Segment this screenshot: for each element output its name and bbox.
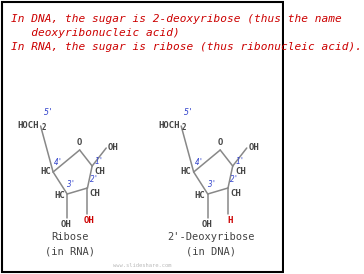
Text: In DNA, the sugar is 2-deoxyribose (thus the name: In DNA, the sugar is 2-deoxyribose (thus…	[11, 14, 342, 24]
Text: 2'-Deoxyribose
(in DNA): 2'-Deoxyribose (in DNA)	[167, 232, 254, 256]
Text: In RNA, the sugar is ribose (thus ribonucleic acid).: In RNA, the sugar is ribose (thus ribonu…	[11, 42, 362, 52]
Text: 1': 1'	[95, 157, 104, 166]
Text: CH: CH	[95, 167, 105, 176]
Text: 5': 5'	[184, 108, 194, 117]
Text: 1': 1'	[235, 157, 244, 166]
Text: www.slideshare.com: www.slideshare.com	[113, 263, 171, 268]
Text: 4': 4'	[194, 158, 204, 167]
Text: HC: HC	[54, 192, 65, 201]
Text: CH: CH	[230, 189, 241, 198]
Text: 5': 5'	[44, 108, 54, 117]
Text: HOCH: HOCH	[158, 121, 179, 130]
Text: O: O	[218, 138, 223, 147]
Text: HC: HC	[195, 192, 205, 201]
Text: OH: OH	[61, 220, 72, 229]
Text: 2': 2'	[230, 175, 240, 184]
Text: 3': 3'	[66, 180, 76, 189]
Text: OH: OH	[108, 142, 119, 152]
Text: HC: HC	[40, 167, 51, 176]
Text: deoxyribonucleic acid): deoxyribonucleic acid)	[11, 28, 180, 38]
Text: 2': 2'	[90, 175, 99, 184]
Text: HOCH: HOCH	[17, 121, 39, 130]
Text: O: O	[77, 138, 82, 147]
Text: HC: HC	[181, 167, 191, 176]
Text: 2: 2	[182, 124, 187, 133]
Text: CH: CH	[90, 189, 100, 198]
Text: 4': 4'	[54, 158, 63, 167]
Text: OH: OH	[202, 220, 212, 229]
Text: 3': 3'	[207, 180, 216, 189]
Text: 2: 2	[41, 124, 46, 133]
Text: Ribose
(in RNA): Ribose (in RNA)	[45, 232, 95, 256]
Text: CH: CH	[235, 167, 246, 176]
Text: OH: OH	[84, 216, 94, 225]
Text: OH: OH	[248, 142, 259, 152]
Text: H: H	[227, 216, 232, 225]
